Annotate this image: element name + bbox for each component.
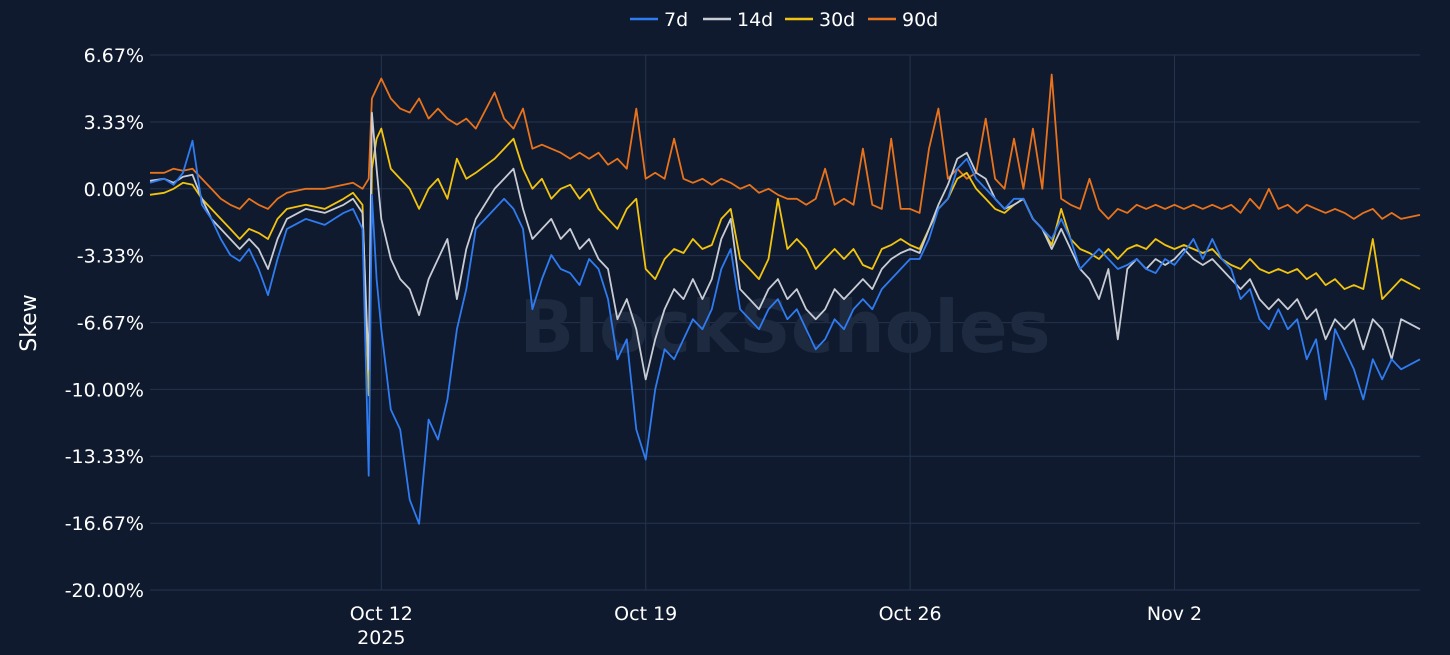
series-line-7d xyxy=(149,139,1421,525)
x-tick-sublabel: 2025 xyxy=(357,627,405,649)
legend-label: 90d xyxy=(902,9,938,31)
y-tick-label: -10.00% xyxy=(65,379,144,401)
series-line-90d xyxy=(150,73,1421,220)
legend-label: 7d xyxy=(664,9,688,31)
y-tick-label: -13.33% xyxy=(65,446,144,468)
y-tick-label: 3.33% xyxy=(84,112,144,134)
y-axis-label: Skew xyxy=(17,294,42,351)
y-tick-label: -20.00% xyxy=(65,580,144,602)
y-tick-label: 6.67% xyxy=(84,45,144,67)
series-line-14d xyxy=(149,111,1421,381)
legend-label: 30d xyxy=(819,9,855,31)
legend-item-7d[interactable]: 7d xyxy=(630,9,688,31)
y-tick-label: -3.33% xyxy=(77,246,144,268)
x-tick-label: Nov 2 xyxy=(1147,603,1202,625)
y-tick-label: -6.67% xyxy=(77,313,144,335)
y-tick-label: 0.00% xyxy=(84,179,144,201)
series-lines xyxy=(149,73,1421,525)
legend-label: 14d xyxy=(737,9,773,31)
y-axis-ticks: 6.67% 3.33% 0.00% -3.33% -6.67% -10.00% -13.33… xyxy=(65,45,144,602)
x-tick-label: Oct 12 xyxy=(350,603,413,625)
x-tick-label: Oct 26 xyxy=(879,603,942,625)
x-tick-label: Oct 19 xyxy=(614,603,677,625)
legend-item-14d[interactable]: 14d xyxy=(703,9,773,31)
legend-item-90d[interactable]: 90d xyxy=(868,9,938,31)
legend: 7d 14d 30d 90d xyxy=(630,9,938,31)
series-line-30d xyxy=(149,127,1421,397)
legend-item-30d[interactable]: 30d xyxy=(785,9,855,31)
y-tick-label: -16.67% xyxy=(65,513,144,535)
watermark: BlockScholes xyxy=(519,285,1050,369)
